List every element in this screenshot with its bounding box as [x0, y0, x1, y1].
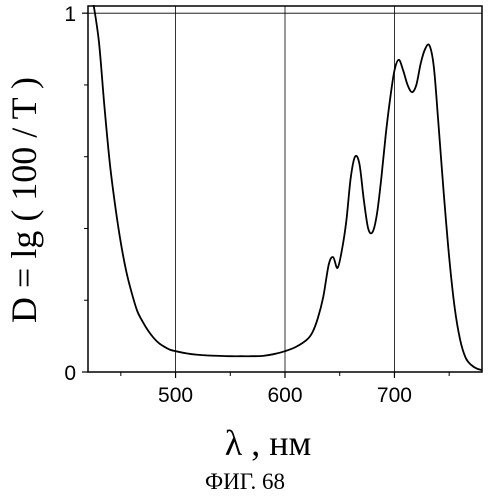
y-tick-label: 0 [64, 362, 76, 385]
figure-caption: ФИГ. 68 [205, 469, 285, 494]
y-tick-label: 1 [64, 3, 76, 26]
x-tick-labels: 500 600 700 [158, 384, 412, 407]
x-tick-label: 500 [158, 384, 193, 407]
y-axis-label: D = lg ( 100 / T ) [4, 77, 44, 323]
x-tick-label: 700 [377, 384, 412, 407]
x-tick-label: 600 [267, 384, 302, 407]
absorbance-curve [92, 5, 482, 372]
axis-ticks [82, 12, 450, 378]
grid-lines [88, 6, 482, 372]
y-tick-labels: 01 [64, 3, 76, 385]
x-axis-label: λ , нм [225, 423, 312, 463]
